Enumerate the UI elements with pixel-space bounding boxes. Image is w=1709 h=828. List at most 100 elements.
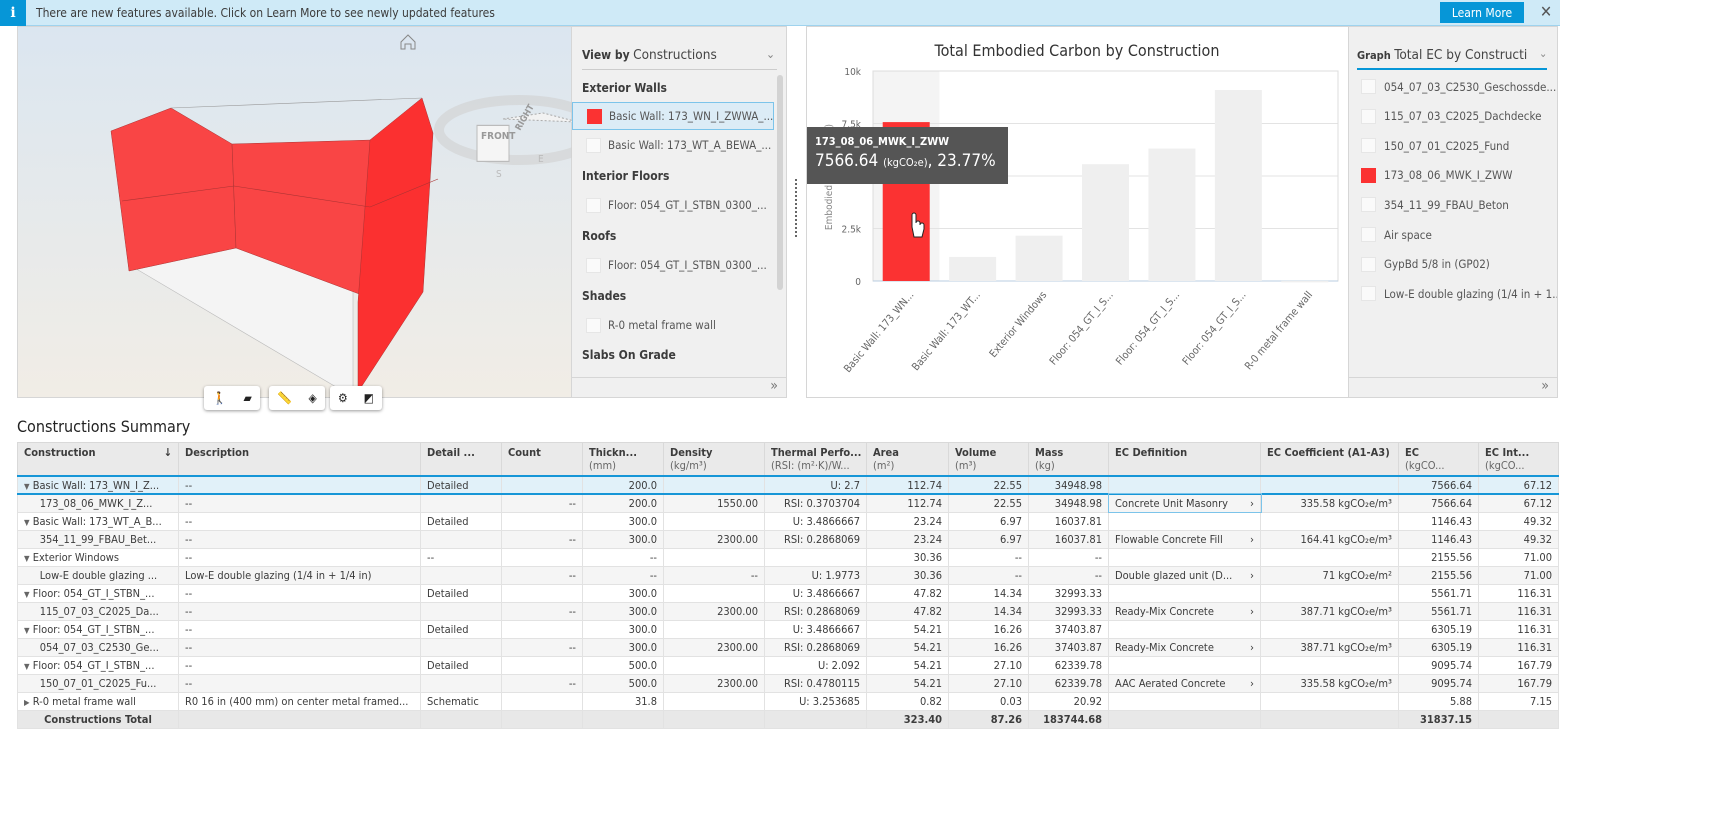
chevron-right-icon[interactable]: › xyxy=(1250,568,1254,582)
list-item[interactable]: R-0 metal frame wall xyxy=(572,311,774,339)
list-item[interactable]: Floor: 054_GT_I_STBN_0300_... xyxy=(572,251,774,279)
sort-arrow-icon[interactable]: ↓ xyxy=(163,446,172,459)
column-header[interactable]: Description xyxy=(178,442,421,477)
header-label: Thickn... xyxy=(589,446,637,459)
header-unit: (RSI: (m²·K)/W... xyxy=(771,459,850,472)
chevron-right-icon[interactable]: › xyxy=(1250,640,1254,654)
measure-toolbar-group[interactable]: 📏 ◈ xyxy=(269,386,325,410)
collapse-caret-icon[interactable]: ▼ xyxy=(24,481,30,491)
resize-handle[interactable] xyxy=(795,179,797,237)
collapse-caret-icon[interactable]: ▼ xyxy=(24,625,30,635)
learn-more-button[interactable]: Learn More xyxy=(1440,2,1524,23)
chevron-right-icon[interactable]: › xyxy=(1250,532,1254,546)
legend-item[interactable]: Low-E double glazing (1/4 in + 1... xyxy=(1361,286,1557,302)
navigation-toolbar-group[interactable]: 🚶 ▰ xyxy=(204,386,260,410)
collapse-caret-icon[interactable]: ▼ xyxy=(24,553,30,563)
table-row[interactable]: ▼ Exterior Windows -- -- -- 30.36 -- -- 2155.56… xyxy=(17,547,1559,567)
table-row[interactable]: 150_07_01_C2025_Fu... -- -- 500.0 2300.00 RSI… xyxy=(17,673,1559,693)
walk-icon[interactable]: 🚶 xyxy=(212,391,228,405)
column-header[interactable]: Density (kg/m³) xyxy=(663,442,765,477)
fullscreen-icon[interactable]: ◩ xyxy=(363,391,374,405)
table-row[interactable]: Low-E double glazing ... Low-E double gla… xyxy=(17,565,1559,585)
cell xyxy=(501,547,583,567)
compass-e: E xyxy=(538,154,544,165)
graph-select[interactable]: Graph Total EC by Constructi xyxy=(1357,47,1547,70)
table-row[interactable]: 054_07_03_C2530_Ge... -- -- 300.0 2300.00 RSI… xyxy=(17,637,1559,657)
cell-value: 116.31 xyxy=(1517,604,1552,618)
list-item[interactable]: Floor: 054_GT_I_STBN_0300_... xyxy=(572,191,774,219)
explode-icon[interactable]: ◈ xyxy=(308,391,317,405)
legend-item[interactable]: Air space xyxy=(1361,227,1557,242)
table-row[interactable]: ▼ Floor: 054_GT_I_STBN_... -- Detailed 300.… xyxy=(17,619,1559,639)
list-item[interactable]: Basic Wall: 173_WN_I_ZWWA_... xyxy=(572,102,774,130)
ec-definition-cell[interactable]: Ready-Mix Concrete › xyxy=(1108,637,1261,657)
bar[interactable] xyxy=(1148,148,1196,281)
collapse-caret-icon[interactable]: ▼ xyxy=(24,589,30,599)
column-header[interactable]: Construction ↓ xyxy=(17,442,179,477)
cell: -- xyxy=(501,601,583,621)
home-icon[interactable] xyxy=(400,34,416,50)
chevron-right-icon[interactable]: › xyxy=(1250,496,1254,510)
collapse-caret-icon[interactable]: ▼ xyxy=(24,517,30,527)
legend-item[interactable]: 354_11_99_FBAU_Beton xyxy=(1361,197,1557,213)
column-header[interactable]: Area (m²) xyxy=(866,442,949,477)
column-header[interactable]: Count xyxy=(501,442,583,477)
group-exterior-walls: Exterior Walls xyxy=(582,81,667,95)
viewcube[interactable]: FRONT RIGHT S E xyxy=(434,95,573,180)
column-header[interactable]: EC (kgCO... xyxy=(1398,442,1479,477)
3d-viewer[interactable]: FRONT RIGHT S E 🚶 ▰ 📏 ◈ ⚙ ◩ xyxy=(17,26,573,410)
building-model[interactable] xyxy=(110,97,439,398)
group-slabs-on-grade: Slabs On Grade xyxy=(582,348,676,362)
column-header[interactable]: Volume (m³) xyxy=(948,442,1029,477)
collapse-caret-icon[interactable]: ▼ xyxy=(24,661,30,671)
close-icon[interactable]: ✕ xyxy=(1539,2,1553,21)
list-item[interactable]: Basic Wall: 173_WT_A_BEWA_... xyxy=(572,131,774,159)
table-row[interactable]: ▼ Floor: 054_GT_I_STBN_... -- Detailed 300.… xyxy=(17,583,1559,603)
settings-toolbar-group[interactable]: ⚙ ◩ xyxy=(330,386,382,410)
gear-icon[interactable]: ⚙ xyxy=(338,391,348,405)
ec-definition-cell[interactable]: Double glazed unit (D... › xyxy=(1108,565,1261,585)
column-header[interactable]: Thickn... (mm) xyxy=(582,442,664,477)
table-row[interactable]: ▼ Basic Wall: 173_WT_A_B... -- Detailed 300… xyxy=(17,511,1559,531)
measure-icon[interactable]: 📏 xyxy=(277,391,293,405)
legend-item[interactable]: 115_07_03_C2025_Dachdecke xyxy=(1361,108,1557,124)
bar[interactable] xyxy=(949,256,997,281)
camera-icon[interactable]: ▰ xyxy=(243,391,252,405)
ec-definition-cell[interactable]: AAC Aerated Concrete › xyxy=(1108,673,1261,693)
column-header[interactable]: Detail ... xyxy=(420,442,502,477)
table-row[interactable]: 173_08_06_MWK_I_Z... -- -- 200.0 1550.00 RSI:… xyxy=(17,493,1559,513)
chevron-right-icon[interactable]: › xyxy=(1250,676,1254,690)
column-header[interactable]: Thermal Perfo... (RSI: (m²·K)/W... xyxy=(764,442,867,477)
scrollbar[interactable] xyxy=(777,75,783,290)
column-header[interactable]: Mass (kg) xyxy=(1028,442,1109,477)
table-row[interactable]: ▶ R-0 metal frame wall R0 16 in (400 mm) … xyxy=(17,691,1559,711)
bar[interactable] xyxy=(1082,164,1129,281)
ec-definition-cell[interactable]: Concrete Unit Masonry › xyxy=(1107,493,1262,513)
bar[interactable] xyxy=(1214,89,1262,281)
legend-item[interactable]: 173_08_06_MWK_I_ZWW xyxy=(1361,167,1557,183)
table-row[interactable]: 115_07_03_C2025_Da... -- -- 300.0 2300.00 RSI… xyxy=(17,601,1559,621)
column-header[interactable]: EC Int... (kgCO... xyxy=(1478,442,1559,477)
expand-button[interactable]: » xyxy=(572,377,786,397)
legend-item[interactable]: 150_07_01_C2025_Fund xyxy=(1361,138,1557,154)
table-row[interactable]: 354_11_99_FBAU_Bet... -- -- 300.0 2300.00 RSI… xyxy=(17,529,1559,549)
cell-value: -- xyxy=(427,550,435,564)
expand-button[interactable]: » xyxy=(1349,377,1557,397)
column-header[interactable]: EC Coefficient (A1-A3) xyxy=(1260,442,1399,477)
bar[interactable] xyxy=(1281,280,1329,283)
table-row[interactable]: ▼ Floor: 054_GT_I_STBN_... -- Detailed 500.… xyxy=(17,655,1559,675)
table-row[interactable]: ▼ Basic Wall: 173_WN_I_Z... -- Detailed 200… xyxy=(17,475,1559,495)
cell-value: 49.32 xyxy=(1523,514,1552,528)
ec-definition-cell[interactable]: Ready-Mix Concrete › xyxy=(1108,601,1261,621)
ec-definition-cell[interactable]: Flowable Concrete Fill › xyxy=(1108,529,1261,549)
legend-item[interactable]: GypBd 5/8 in (GP02) xyxy=(1361,256,1557,272)
expand-caret-icon[interactable]: ▶ xyxy=(24,697,30,707)
bar[interactable] xyxy=(1015,235,1063,281)
cell: 1550.00 xyxy=(663,493,765,513)
legend-item[interactable]: 054_07_03_C2530_Geschossde... xyxy=(1361,79,1557,94)
column-header[interactable]: EC Definition xyxy=(1108,442,1261,477)
chevron-down-icon[interactable]: ⌄ xyxy=(1539,47,1548,60)
view-by-select[interactable]: View by Constructions ⌄ xyxy=(582,47,777,70)
chevron-right-icon[interactable]: › xyxy=(1250,604,1254,618)
total-cell xyxy=(501,709,583,729)
